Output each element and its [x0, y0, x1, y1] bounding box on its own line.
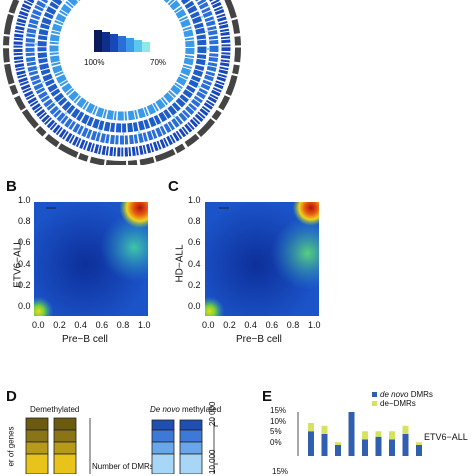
panel-e-bar-denovoDMRs-4	[348, 412, 355, 456]
panel-e-legend-de-swatch	[372, 401, 377, 406]
circos-highlight-track	[35, 0, 209, 135]
panel-c-xtick-2: 0.4	[244, 320, 257, 330]
panel-e-bar-denovoDMRs-5	[362, 439, 368, 456]
demethylated-bar-1	[25, 417, 49, 474]
panel-b-ytick-2: 0.4	[18, 258, 31, 269]
panel-b-xtick-4: 0.8	[116, 320, 130, 330]
circos-track-2	[25, 0, 219, 145]
panel-d-bars	[25, 417, 218, 474]
legend-high-label: 100%	[84, 58, 105, 67]
panel-b-ytick-5: 1.0	[18, 195, 31, 205]
circos-track-1	[13, 0, 231, 157]
panel-e-bar-denovoDMRs-3	[335, 445, 341, 456]
panel-c-xtick-0: 0.0	[202, 320, 215, 330]
panel-e-bar-deDMRs-2	[321, 425, 328, 434]
panel-e-legend-de-text: de−DMRs	[380, 399, 416, 408]
panel-c-density	[205, 202, 319, 316]
panel-e-bar-deDMRs-1	[308, 423, 314, 432]
panel-e-bar-deDMRs-5	[362, 431, 368, 440]
panel-c-xtick-4: 0.8	[286, 320, 300, 330]
panel-c-xlabel: Pre−B cell	[236, 334, 282, 345]
panel-b-ytick-1: 0.2	[18, 279, 31, 290]
panel-e-bar-deDMRs-6	[375, 431, 382, 437]
panel-b-xtick-2: 0.4	[74, 320, 87, 330]
panel-c-ytick-1: 0.2	[188, 279, 201, 290]
panel-e-chart	[297, 412, 422, 456]
panel-b-label: B	[6, 178, 17, 195]
panel-e-bar-denovoDMRs-7	[389, 439, 395, 456]
denovo-bar-2	[179, 419, 203, 474]
panel-e-legend-denovo-rest: DMRs	[408, 390, 433, 399]
panel-e-bar-deDMRs-8	[402, 425, 409, 434]
panel-e-lower-tick: 15%	[272, 467, 289, 476]
panel-b-xtick-5: 1.0	[138, 320, 151, 330]
panel-c-ytick-4: 0.8	[188, 216, 201, 227]
panel-d-middle-label: Number of DMRs	[92, 462, 154, 471]
panel-e-ytick-0: 15%	[270, 406, 287, 415]
panel-c-ytick-3: 0.6	[188, 237, 201, 248]
panel-c-ytick-0: 0.0	[188, 301, 201, 311]
panel-c-ytick-5: 1.0	[188, 195, 201, 205]
panel-e-bar-deDMRs-7	[389, 431, 395, 440]
panel-c-label: C	[168, 178, 179, 195]
legend-bar-4	[118, 36, 126, 52]
panel-c-xtick-5: 1.0	[308, 320, 321, 330]
panel-c-xtick-3: 0.6	[265, 320, 279, 330]
panel-e-bar-denovoDMRs-9	[416, 445, 422, 456]
panel-d-right-tick-2: 10 000	[208, 449, 217, 474]
panel-e-bar-denovoDMRs-8	[402, 434, 409, 456]
panel-d-title-left: Demethylated	[30, 405, 80, 414]
panel-b-xtick-0: 0.0	[32, 320, 45, 330]
circos-track-4	[49, 0, 195, 121]
panel-b-xtick-3: 0.6	[95, 320, 109, 330]
circos-plot	[3, 0, 241, 165]
legend-bar-2	[102, 32, 110, 52]
panel-d-label: D	[6, 388, 17, 405]
legend-bar-3	[110, 34, 118, 52]
panel-e-ytick-3: 0%	[270, 437, 282, 447]
panel-e-label: E	[262, 388, 273, 405]
panel-c-ytick-2: 0.4	[188, 258, 201, 269]
panel-c-ylabel: HD−ALL	[174, 244, 186, 283]
panel-e-bar-deDMRs-3	[335, 442, 341, 445]
panel-b-density	[34, 202, 148, 316]
legend-bar-5	[126, 38, 134, 52]
panel-e-legend-de: de−DMRs	[372, 399, 416, 408]
panel-e-bar-deDMRs-9	[416, 442, 422, 445]
panel-d-ylabel-left: er of genes	[6, 426, 16, 467]
panel-e-bar-denovoDMRs-2	[321, 434, 328, 456]
legend-bar-7	[142, 42, 150, 52]
circos-tracks	[3, 0, 241, 165]
panel-b-ytick-3: 0.6	[18, 237, 31, 248]
panel-e-ytick-2: 5%	[270, 427, 282, 436]
panel-c-xtick-1: 0.2	[223, 320, 236, 330]
panel-d-title-right-rest: methylated	[179, 405, 222, 414]
panel-e-ytick-1: 10%	[270, 416, 287, 426]
circos-legend	[94, 30, 150, 52]
legend-bar-1	[94, 30, 102, 52]
demethylated-bar-2	[53, 417, 77, 474]
legend-low-label: 70%	[150, 58, 167, 67]
panel-d-right-tick-1: 20 000	[208, 401, 217, 426]
legend-bar-6	[134, 40, 142, 52]
circos-track-3	[37, 0, 207, 133]
panel-e-legend-denovo: de novo DMRs	[372, 390, 433, 399]
panel-b-ytick-0: 0.0	[18, 301, 31, 311]
panel-b-xtick-1: 0.2	[53, 320, 66, 330]
circos-ideogram-ring	[3, 0, 241, 165]
panel-e-bar-denovoDMRs-1	[308, 431, 314, 456]
panel-b-ytick-4: 0.8	[18, 216, 31, 227]
panel-d-title-right: De novo methylated	[150, 405, 221, 414]
panel-b-xlabel: Pre−B cell	[62, 334, 108, 345]
denovo-bar-1	[151, 419, 175, 474]
panel-e-bar-denovoDMRs-6	[375, 436, 382, 456]
panel-e-group-label: ETV6−ALL	[424, 432, 468, 442]
panel-e-legend-denovo-swatch	[372, 392, 377, 397]
panel-e-legend-denovo-italic: de novo	[380, 390, 409, 399]
panel-d-title-right-italic: De novo	[150, 405, 180, 414]
